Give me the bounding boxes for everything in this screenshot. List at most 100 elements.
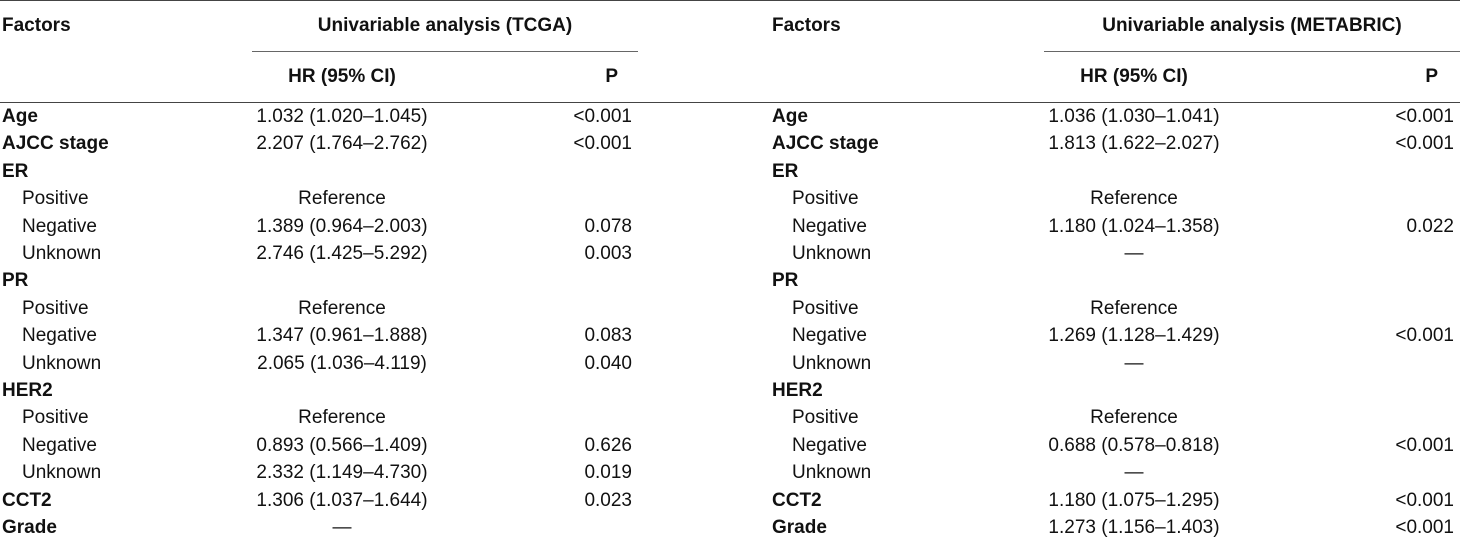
tcga-hr-cell: 2.207 (1.764–2.762): [256, 133, 428, 155]
p-header-left: P: [605, 66, 618, 87]
factor-cell: Unknown: [792, 352, 872, 374]
factor-cell: Positive: [792, 188, 859, 210]
factor-cell: Age: [772, 106, 808, 127]
table-row: Grade — Grade 1.273 (1.156–1.403) <0.001: [0, 514, 1460, 541]
tcga-hr-cell: 2.332 (1.149–4.730): [256, 462, 428, 484]
factors-header-left: Factors: [2, 15, 71, 37]
factor-cell: CCT2: [2, 489, 52, 511]
table-row: Positive Reference Positive Reference: [0, 404, 1460, 431]
meta-hr-cell: Reference: [1090, 188, 1178, 210]
tcga-p-cell: [432, 158, 638, 185]
p-header-right: P: [1425, 66, 1438, 87]
factor-cell: Negative: [22, 434, 97, 456]
meta-hr-cell: —: [1124, 462, 1144, 484]
factor-cell: Positive: [22, 188, 89, 210]
tcga-hr-cell: [252, 267, 432, 294]
tcga-hr-cell: [252, 377, 432, 404]
meta-hr-cell: 1.036 (1.030–1.041): [1048, 106, 1220, 127]
tcga-p-cell: <0.001: [573, 133, 632, 155]
meta-p-cell: [1224, 459, 1460, 486]
meta-hr-cell: [1044, 267, 1224, 294]
meta-hr-cell: [1044, 158, 1224, 185]
table-row: Unknown 2.065 (1.036–4.119) 0.040 Unknown —: [0, 350, 1460, 377]
factor-cell: Negative: [22, 215, 97, 237]
meta-hr-cell: —: [1124, 243, 1144, 265]
hr-header-left: HR (95% CI): [288, 66, 396, 87]
meta-p-cell: [1224, 295, 1460, 322]
factor-cell: Grade: [2, 517, 57, 539]
meta-p-cell: [1224, 377, 1460, 404]
table-top-rule: [0, 0, 1460, 1]
tcga-p-cell: [432, 295, 638, 322]
table-row: CCT2 1.306 (1.037–1.644) 0.023 CCT2 1.180 (1…: [0, 487, 1460, 514]
table-row: Negative 1.389 (0.964–2.003) 0.078 Negative…: [0, 213, 1460, 240]
meta-hr-cell: 1.273 (1.156–1.403): [1048, 517, 1220, 539]
factor-cell: Negative: [792, 325, 867, 347]
factor-cell: Unknown: [792, 243, 872, 265]
table-row: AJCC stage 2.207 (1.764–2.762) <0.001 AJCC …: [0, 130, 1460, 157]
header-row-1: Factors Univariable analysis (TCGA) Fact…: [0, 1, 1460, 52]
meta-hr-cell: —: [1124, 352, 1144, 374]
meta-p-cell: <0.001: [1395, 517, 1454, 539]
meta-hr-cell: 1.180 (1.075–1.295): [1048, 489, 1220, 511]
header-row-2: HR (95% CI) P HR (95% CI) P: [0, 52, 1460, 103]
factor-cell: AJCC stage: [772, 133, 879, 155]
table-row: Unknown 2.746 (1.425–5.292) 0.003 Unknown —: [0, 240, 1460, 267]
tcga-hr-cell: Reference: [298, 297, 386, 319]
table-row: Negative 0.893 (0.566–1.409) 0.626 Negative…: [0, 432, 1460, 459]
factor-cell: PR: [2, 270, 29, 292]
factor-cell: Grade: [772, 517, 827, 539]
factor-cell: Positive: [22, 407, 89, 429]
tcga-p-cell: 0.023: [584, 489, 632, 511]
factor-cell: Unknown: [792, 462, 872, 484]
table-row: Negative 1.347 (0.961–1.888) 0.083 Negative…: [0, 322, 1460, 349]
metabric-group-header: Univariable analysis (METABRIC): [1044, 1, 1460, 52]
table-row: Positive Reference Positive Reference: [0, 295, 1460, 322]
table-row: Age 1.032 (1.020–1.045) <0.001 Age 1.036 (1.…: [0, 103, 1460, 131]
table-row: ER ER: [0, 158, 1460, 185]
tcga-p-cell: 0.083: [584, 325, 632, 347]
tcga-group-header: Univariable analysis (TCGA): [252, 1, 638, 52]
meta-hr-cell: 1.269 (1.128–1.429): [1048, 325, 1220, 347]
meta-hr-cell: Reference: [1090, 297, 1178, 319]
tcga-p-cell: 0.078: [584, 215, 632, 237]
factor-cell: ER: [772, 160, 799, 182]
table-row: HER2 HER2: [0, 377, 1460, 404]
factor-cell: Unknown: [22, 352, 102, 374]
factor-cell: Negative: [22, 325, 97, 347]
meta-p-cell: [1224, 404, 1460, 431]
factor-cell: Age: [2, 106, 38, 127]
factor-cell: CCT2: [772, 489, 822, 511]
meta-p-cell: <0.001: [1395, 325, 1454, 347]
header-bottom-rule: [0, 102, 1460, 103]
tcga-hr-cell: —: [332, 517, 352, 539]
meta-hr-cell: 0.688 (0.578–0.818): [1048, 434, 1220, 456]
meta-p-cell: [1224, 185, 1460, 212]
factor-cell: HER2: [2, 380, 53, 402]
factor-cell: Positive: [22, 297, 89, 319]
table-row: Positive Reference Positive Reference: [0, 185, 1460, 212]
tcga-hr-cell: 1.032 (1.020–1.045): [256, 106, 428, 127]
factor-cell: Unknown: [22, 243, 102, 265]
meta-p-cell: [1224, 267, 1460, 294]
meta-hr-cell: [1044, 377, 1224, 404]
table-row: PR PR: [0, 267, 1460, 294]
factor-cell: Positive: [792, 407, 859, 429]
tcga-p-cell: [432, 514, 638, 541]
meta-p-cell: <0.001: [1395, 106, 1454, 127]
meta-hr-cell: 1.180 (1.024–1.358): [1048, 215, 1220, 237]
tcga-p-cell: 0.019: [584, 462, 632, 484]
table-row: Unknown 2.332 (1.149–4.730) 0.019 Unknown —: [0, 459, 1460, 486]
table-body: Age 1.032 (1.020–1.045) <0.001 Age 1.036 (1.…: [0, 103, 1460, 542]
meta-p-cell: [1224, 240, 1460, 267]
meta-p-cell: <0.001: [1395, 434, 1454, 456]
meta-hr-cell: 1.813 (1.622–2.027): [1048, 133, 1220, 155]
meta-p-cell: [1224, 350, 1460, 377]
factor-cell: Negative: [792, 434, 867, 456]
hr-header-right: HR (95% CI): [1080, 66, 1188, 87]
tcga-hr-cell: Reference: [298, 188, 386, 210]
factor-cell: Positive: [792, 297, 859, 319]
tcga-p-cell: 0.626: [584, 434, 632, 456]
